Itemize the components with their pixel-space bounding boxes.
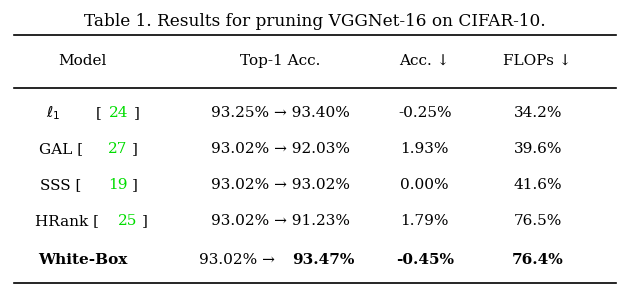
Text: Acc. ↓: Acc. ↓ <box>399 54 450 68</box>
Text: 1.79%: 1.79% <box>401 214 449 228</box>
Text: FLOPs ↓: FLOPs ↓ <box>503 54 572 68</box>
Text: -0.45%: -0.45% <box>396 253 454 267</box>
Text: 93.47%: 93.47% <box>292 253 354 267</box>
Text: 76.5%: 76.5% <box>513 214 562 228</box>
Text: 93.02% →: 93.02% → <box>199 253 280 267</box>
Text: HRank [: HRank [ <box>35 214 100 228</box>
Text: -0.25%: -0.25% <box>398 106 452 120</box>
Text: 34.2%: 34.2% <box>513 106 562 120</box>
Text: White-Box: White-Box <box>38 253 128 267</box>
Text: 76.4%: 76.4% <box>512 253 564 267</box>
Text: 1.93%: 1.93% <box>401 142 449 156</box>
Text: GAL [: GAL [ <box>39 142 83 156</box>
Text: ]: ] <box>132 142 137 156</box>
Text: SSS [: SSS [ <box>40 178 82 192</box>
Text: 93.02% → 92.03%: 93.02% → 92.03% <box>211 142 350 156</box>
Text: 25: 25 <box>118 214 138 228</box>
Text: 93.02% → 91.23%: 93.02% → 91.23% <box>211 214 350 228</box>
Text: 93.25% → 93.40%: 93.25% → 93.40% <box>211 106 350 120</box>
Text: ]: ] <box>132 178 137 192</box>
Text: $\ell_1$: $\ell_1$ <box>46 104 60 121</box>
Text: ]: ] <box>142 214 147 228</box>
Text: 0.00%: 0.00% <box>401 178 449 192</box>
Text: 93.02% → 93.02%: 93.02% → 93.02% <box>211 178 350 192</box>
Text: 41.6%: 41.6% <box>513 178 562 192</box>
Text: 24: 24 <box>109 106 129 120</box>
Text: 39.6%: 39.6% <box>513 142 562 156</box>
Text: Table 1. Results for pruning VGGNet-16 on CIFAR-10.: Table 1. Results for pruning VGGNet-16 o… <box>84 13 546 30</box>
Text: 19: 19 <box>108 178 127 192</box>
Text: ]: ] <box>134 106 139 120</box>
Text: Top-1 Acc.: Top-1 Acc. <box>240 54 321 68</box>
Text: 27: 27 <box>108 142 127 156</box>
Text: [: [ <box>96 106 101 120</box>
Text: Model: Model <box>59 54 107 68</box>
